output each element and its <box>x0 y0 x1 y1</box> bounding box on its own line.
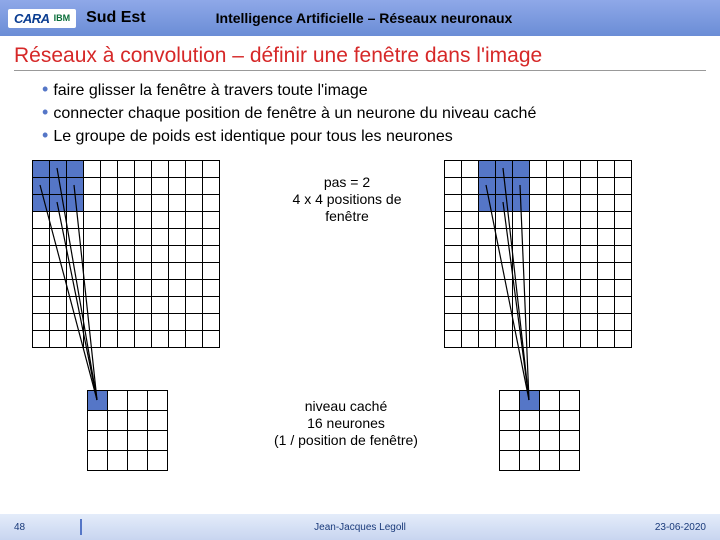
diagram-area: pas = 24 x 4 positions defenêtre niveau c… <box>14 156 706 486</box>
bullet-item: Le groupe de poids est identique pour to… <box>42 125 706 146</box>
highlighted-cell <box>513 161 530 178</box>
bullet-list: faire glisser la fenêtre à travers toute… <box>42 79 706 146</box>
highlighted-cell <box>50 178 67 195</box>
header-bar: CARA IBM Sud Est Intelligence Artificiel… <box>0 0 720 36</box>
slide-content: Réseaux à convolution – définir une fenê… <box>0 36 720 486</box>
footer-author: Jean-Jacques Legoll <box>314 522 406 533</box>
highlighted-cell <box>520 391 540 411</box>
slide-title: Réseaux à convolution – définir une fenê… <box>14 44 706 71</box>
highlighted-cell <box>479 195 496 212</box>
highlighted-cell <box>50 195 67 212</box>
footer: 48 Jean-Jacques Legoll 23-06-2020 <box>0 514 720 540</box>
footer-date: 23-06-2020 <box>655 522 706 533</box>
highlighted-cell <box>479 161 496 178</box>
bullet-item: connecter chaque position de fenêtre à u… <box>42 102 706 123</box>
highlighted-cell <box>479 178 496 195</box>
highlighted-cell <box>496 178 513 195</box>
logo-sub-text: IBM <box>54 13 71 23</box>
page-number: 48 <box>14 522 25 533</box>
highlighted-cell <box>513 178 530 195</box>
input-grid <box>444 160 632 348</box>
input-grid <box>32 160 220 348</box>
hidden-grid <box>87 390 168 471</box>
hidden-grid <box>499 390 580 471</box>
header-region: Sud Est <box>86 9 146 27</box>
highlighted-cell <box>496 161 513 178</box>
logo-main-text: CARA <box>14 11 50 26</box>
highlighted-cell <box>67 161 84 178</box>
header-title: Intelligence Artificielle – Réseaux neur… <box>216 10 513 26</box>
highlighted-cell <box>513 195 530 212</box>
highlighted-cell <box>33 178 50 195</box>
bullet-item: faire glisser la fenêtre à travers toute… <box>42 79 706 100</box>
hidden-caption: niveau caché16 neurones(1 / position de … <box>246 398 446 448</box>
highlighted-cell <box>50 161 67 178</box>
highlighted-cell <box>33 161 50 178</box>
footer-divider <box>80 519 82 535</box>
highlighted-cell <box>496 195 513 212</box>
highlighted-cell <box>33 195 50 212</box>
highlighted-cell <box>67 178 84 195</box>
stride-caption: pas = 24 x 4 positions defenêtre <box>272 174 422 224</box>
highlighted-cell <box>67 195 84 212</box>
highlighted-cell <box>88 391 108 411</box>
logo: CARA IBM <box>8 9 76 28</box>
